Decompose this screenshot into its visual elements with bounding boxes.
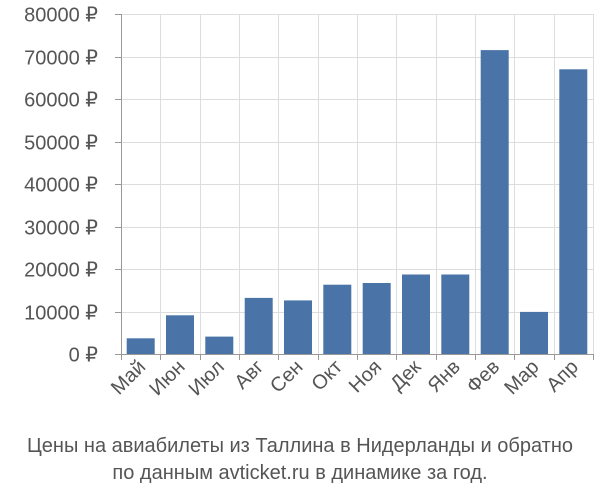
bars — [126, 50, 588, 355]
bar-6 — [323, 284, 352, 354]
x-tick-label: Июн — [145, 356, 189, 400]
y-tick-labels: 0 ₽ 10000 ₽ 20000 ₽ 30000 ₽ 40000 ₽ 50000 ₽ 60… — [24, 5, 98, 367]
grid-lines — [121, 14, 594, 355]
bar-11 — [520, 311, 548, 354]
x-tick-label: Июл — [185, 356, 229, 400]
y-tick-label: 0 ₽ — [69, 345, 99, 367]
bar-2 — [166, 315, 194, 354]
x-tick-label: Дек — [386, 356, 425, 395]
bar-7 — [362, 283, 391, 354]
x-tick-label: Сен — [266, 356, 307, 397]
y-tick-label: 60000 ₽ — [24, 90, 98, 112]
axes — [115, 14, 594, 360]
bar-1 — [126, 338, 155, 354]
x-tick-label: Май — [107, 356, 150, 399]
bar-10 — [480, 50, 509, 354]
x-tick-label: Окт — [307, 356, 346, 395]
y-tick-label: 70000 ₽ — [24, 48, 98, 70]
y-tick-label: 30000 ₽ — [24, 218, 98, 240]
bar-chart: 0 ₽ 10000 ₽ 20000 ₽ 30000 ₽ 40000 ₽ 50000 ₽ 60… — [24, 5, 594, 400]
y-tick-label: 80000 ₽ — [24, 5, 98, 27]
chart-caption-line-1: Цены на авиабилеты из Таллина в Нидерлан… — [27, 435, 573, 457]
x-tick-label: Фев — [463, 356, 505, 398]
chart-caption-line-2: по данным avticket.ru в динамике за год. — [112, 462, 488, 484]
x-tick-label: Ноя — [345, 356, 386, 397]
bar-9 — [441, 274, 470, 354]
y-tick-label: 40000 ₽ — [24, 175, 98, 197]
x-tick-label: Мар — [500, 356, 543, 399]
bar-5 — [284, 300, 312, 354]
y-tick-label: 10000 ₽ — [24, 303, 98, 325]
y-tick-label: 50000 ₽ — [24, 133, 98, 155]
x-tick-label: Янв — [424, 356, 465, 397]
bar-4 — [244, 297, 273, 354]
x-tick-label: Авг — [231, 356, 269, 394]
bar-8 — [402, 274, 430, 354]
bar-3 — [205, 336, 234, 354]
x-tick-label: Апр — [542, 356, 583, 397]
y-tick-label: 20000 ₽ — [24, 260, 98, 282]
bar-12 — [559, 69, 588, 355]
